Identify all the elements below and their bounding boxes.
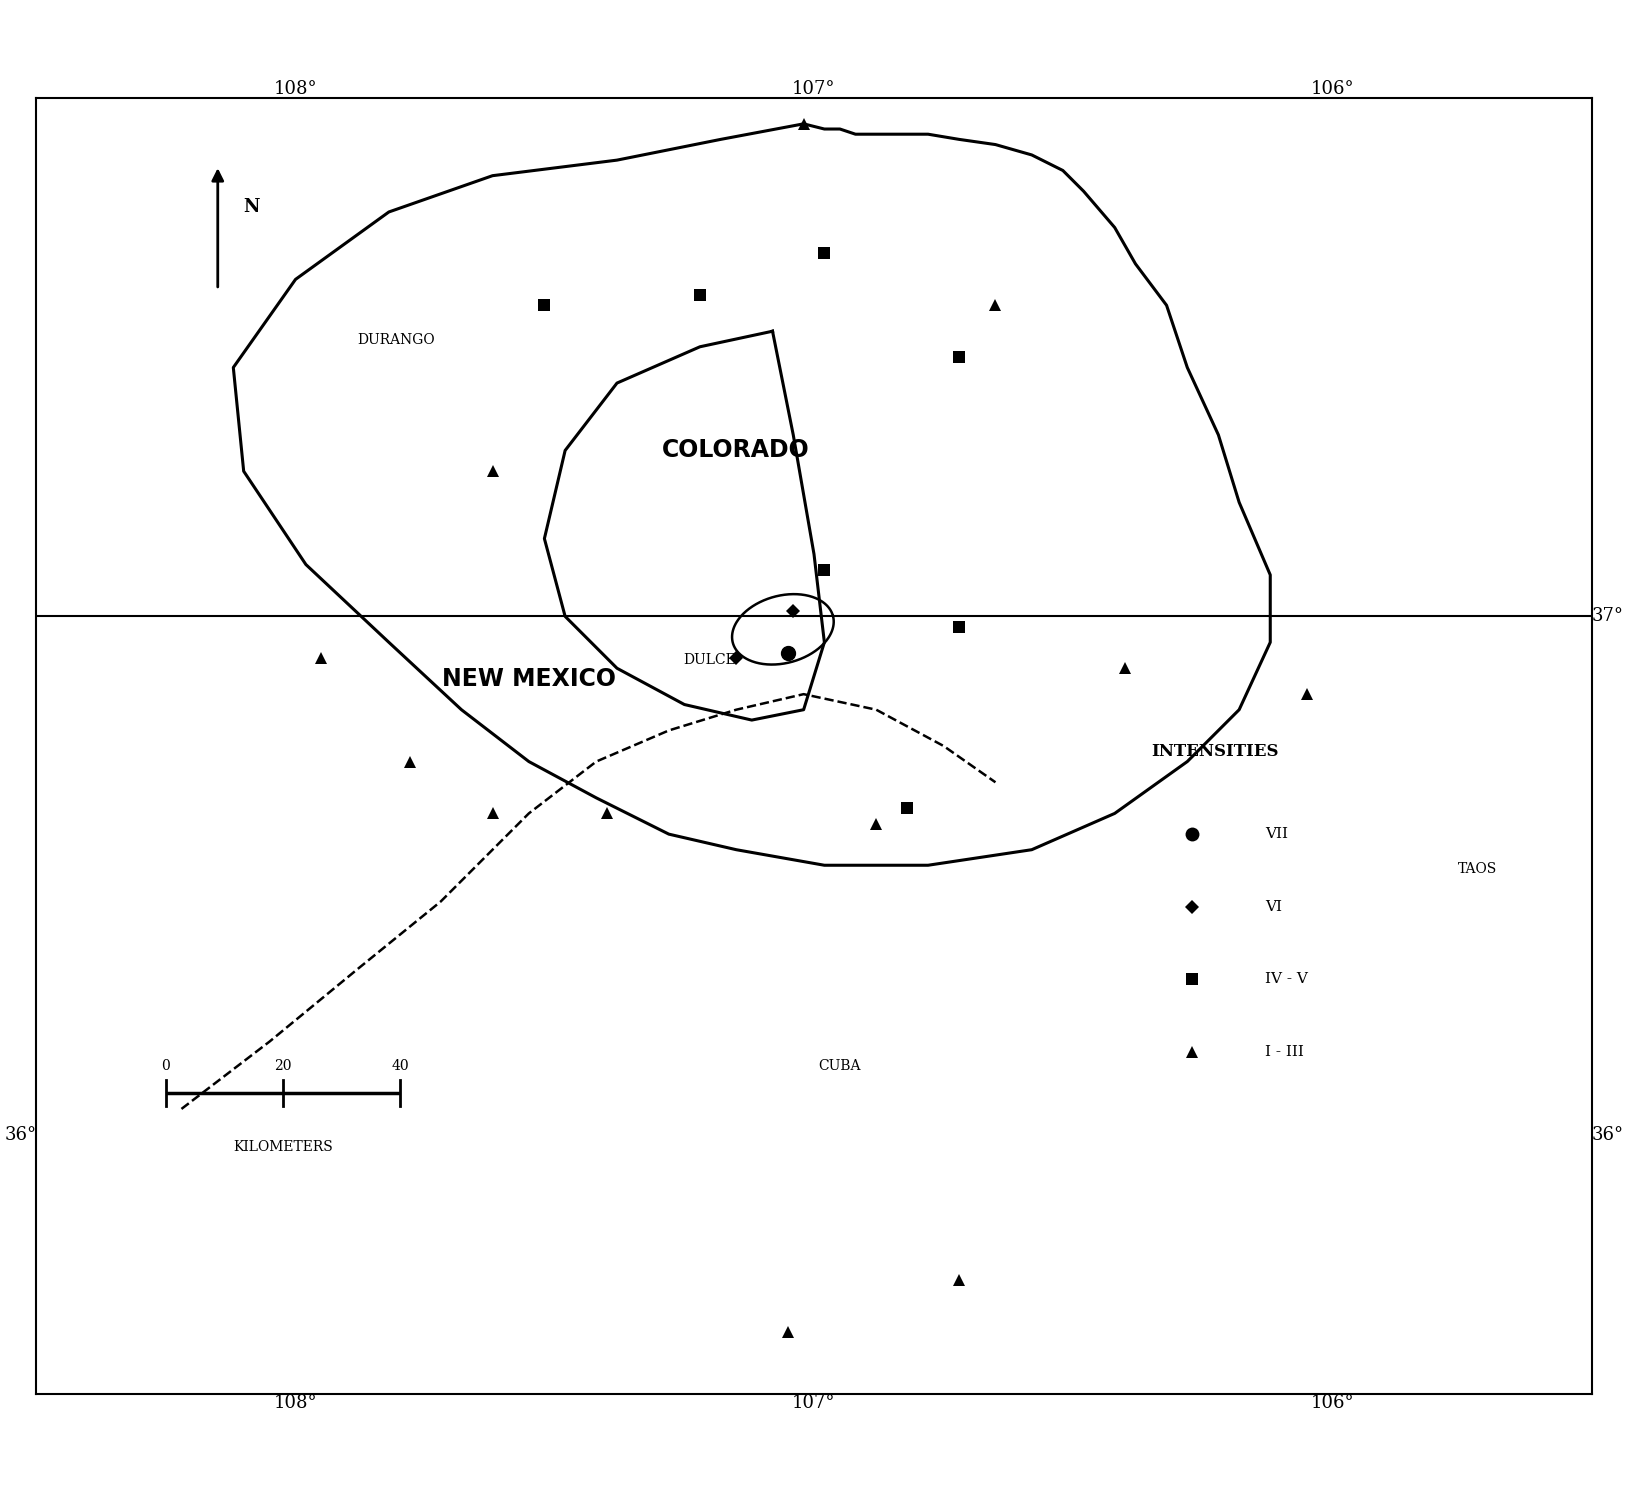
Text: 107°: 107°: [793, 81, 835, 98]
Text: 106°: 106°: [1311, 81, 1354, 98]
Text: VII: VII: [1265, 827, 1288, 841]
Text: I - III: I - III: [1265, 1044, 1304, 1059]
Text: N: N: [244, 198, 260, 216]
Text: IV - V: IV - V: [1265, 973, 1307, 986]
Text: 0: 0: [161, 1059, 171, 1073]
Text: INTENSITIES: INTENSITIES: [1151, 743, 1278, 759]
Text: 36°: 36°: [5, 1126, 36, 1144]
Text: 108°: 108°: [274, 81, 317, 98]
Text: 108°: 108°: [274, 1394, 317, 1411]
Text: VI: VI: [1265, 900, 1283, 913]
Text: DULCE: DULCE: [684, 652, 736, 667]
Text: NEW MEXICO: NEW MEXICO: [441, 667, 615, 691]
Text: 40: 40: [391, 1059, 409, 1073]
Text: 36°: 36°: [1592, 1126, 1623, 1144]
Text: 20: 20: [275, 1059, 291, 1073]
Text: CUBA: CUBA: [819, 1059, 861, 1073]
Text: DURANGO: DURANGO: [358, 333, 435, 346]
Text: TAOS: TAOS: [1459, 861, 1498, 876]
Text: 106°: 106°: [1311, 1394, 1354, 1411]
Text: KILOMETERS: KILOMETERS: [233, 1140, 334, 1153]
Text: 37°: 37°: [1592, 607, 1623, 625]
Text: 107°: 107°: [793, 1394, 835, 1411]
Text: COLORADO: COLORADO: [663, 439, 811, 463]
